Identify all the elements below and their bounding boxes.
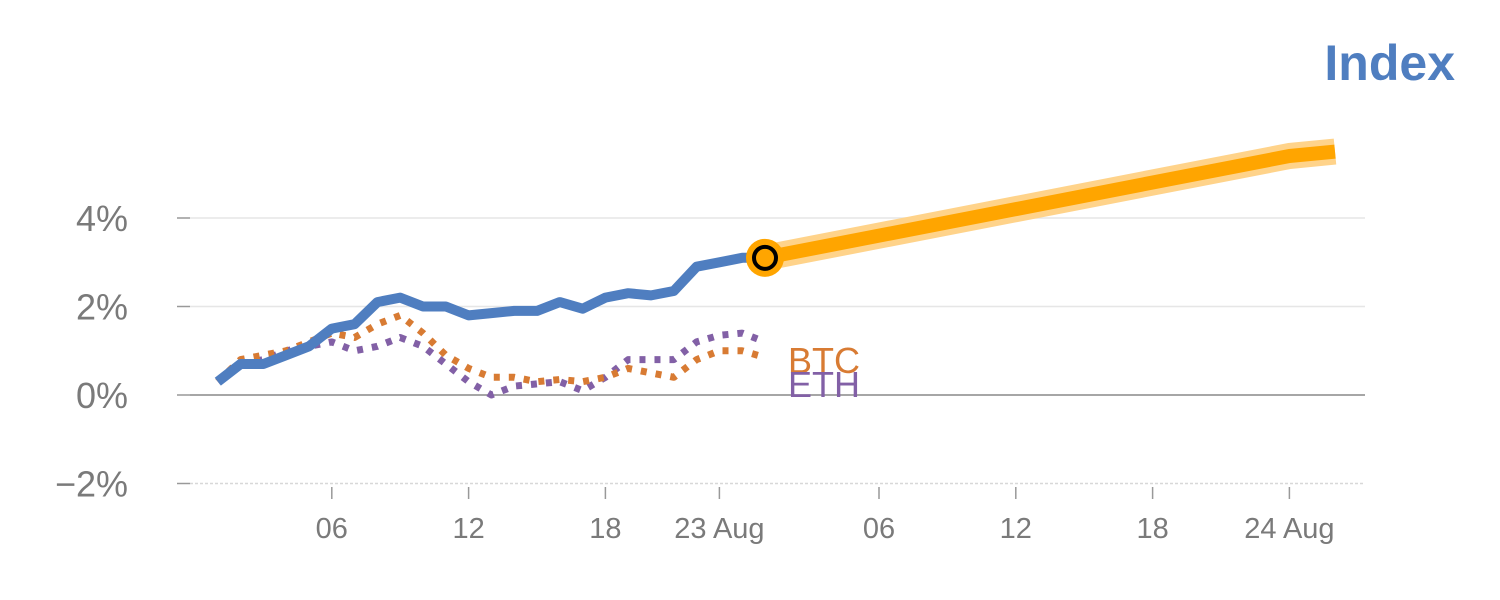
x-tick-label: 06	[863, 513, 895, 545]
x-tick-label: 18	[1136, 513, 1168, 545]
y-tick-label: 2%	[76, 287, 128, 328]
y-tick-label: −2%	[55, 464, 128, 505]
eth-line	[215, 329, 767, 399]
chart-title: Index	[1324, 35, 1455, 91]
eth-series-label: ETH	[788, 364, 860, 405]
current-point-marker	[752, 244, 778, 271]
x-tick-label: 18	[589, 513, 621, 545]
x-tick-label: 06	[316, 513, 348, 545]
grid-layer	[177, 217, 1365, 499]
x-tick-label: 12	[452, 513, 484, 545]
forecast-line	[763, 144, 1336, 265]
x-tick-label: 24 Aug	[1244, 513, 1334, 545]
series-layer	[214, 138, 1337, 399]
x-tick-label: 12	[1000, 513, 1032, 545]
btc-line	[215, 311, 766, 386]
x-tick-label: 23 Aug	[674, 513, 764, 545]
y-tick-label: 4%	[76, 198, 128, 239]
index-line	[214, 252, 765, 386]
btc-series-label: BTC	[788, 340, 860, 381]
y-tick-label: 0%	[76, 375, 128, 416]
